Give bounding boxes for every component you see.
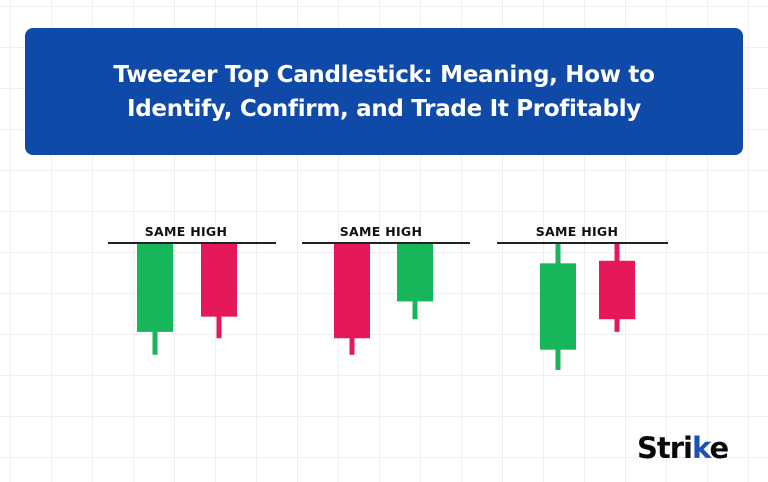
same-high-label: SAME HIGH	[145, 224, 228, 239]
tweezer-top-pattern-1: SAME HIGH	[108, 224, 276, 355]
bullish-candle	[540, 243, 576, 370]
candle-body	[334, 243, 370, 339]
title-line-1: Tweezer Top Candlestick: Meaning, How to	[113, 61, 655, 88]
strike-logo: Strike	[637, 431, 729, 465]
candle-body	[201, 243, 237, 317]
bearish-candle	[599, 243, 635, 332]
bearish-candle	[201, 243, 237, 339]
tweezer-top-pattern-2: SAME HIGH	[302, 224, 470, 355]
candle-body	[599, 260, 635, 320]
tweezer-top-pattern-3: SAME HIGH	[497, 224, 668, 370]
candle-body	[540, 263, 576, 350]
same-high-label: SAME HIGH	[340, 224, 423, 239]
title-banner: Tweezer Top Candlestick: Meaning, How to…	[25, 28, 743, 155]
same-high-label: SAME HIGH	[536, 224, 619, 239]
bearish-candle	[334, 243, 370, 355]
bullish-candle	[397, 243, 433, 320]
title-line-2: Identify, Confirm, and Trade It Profitab…	[127, 95, 641, 122]
candle-body	[137, 243, 173, 332]
bullish-candle	[137, 243, 173, 355]
candle-body	[397, 243, 433, 302]
